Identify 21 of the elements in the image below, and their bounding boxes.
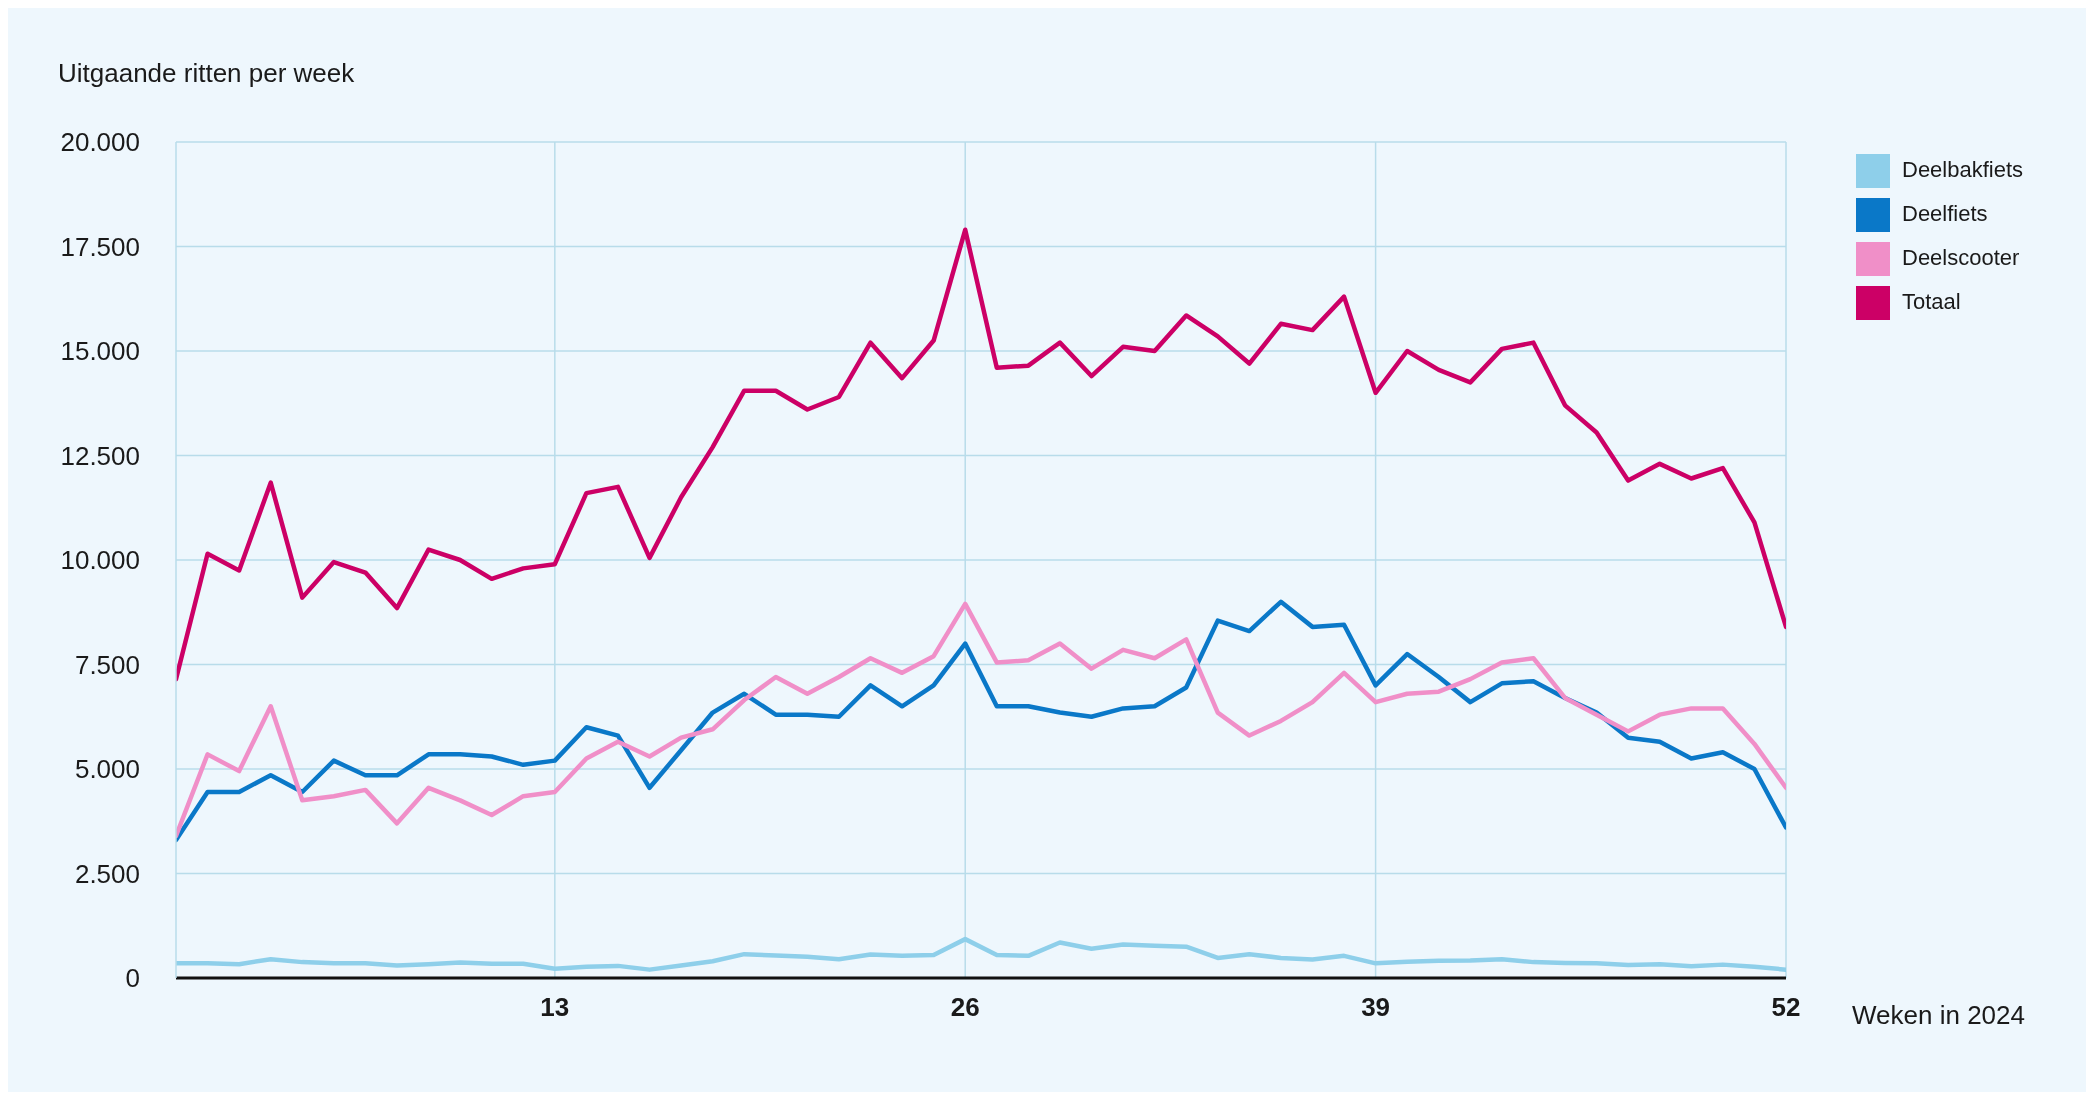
x-axis-title: Weken in 2024 (1852, 1000, 2025, 1031)
line-series (176, 227, 1786, 682)
legend-label: Deelfiets (1902, 201, 1988, 226)
y-tick-label: 7.500 (74, 649, 140, 680)
y-tick-label: 12.500 (60, 440, 140, 471)
y-tick-label: 0 (125, 963, 140, 994)
line-series (176, 936, 1786, 972)
legend-label: Deelscooter (1902, 245, 2020, 270)
legend-label: Totaal (1902, 289, 1961, 314)
y-tick-label: 20.000 (60, 127, 140, 158)
x-tick-label: 26 (950, 992, 980, 1023)
y-tick-label: 15.000 (60, 336, 140, 367)
x-tick-label: 52 (1771, 992, 1801, 1023)
y-tick-label: 17.500 (60, 231, 140, 262)
x-tick-label: 39 (1361, 992, 1391, 1023)
y-tick-label: 10.000 (60, 545, 140, 576)
y-tick-label: 5.000 (74, 754, 140, 785)
y-tick-label: 2.500 (74, 858, 140, 889)
y-axis-title: Uitgaande ritten per week (58, 58, 355, 89)
x-tick-label: 13 (540, 992, 570, 1023)
legend-label: Deelbakfiets (1902, 157, 2024, 182)
